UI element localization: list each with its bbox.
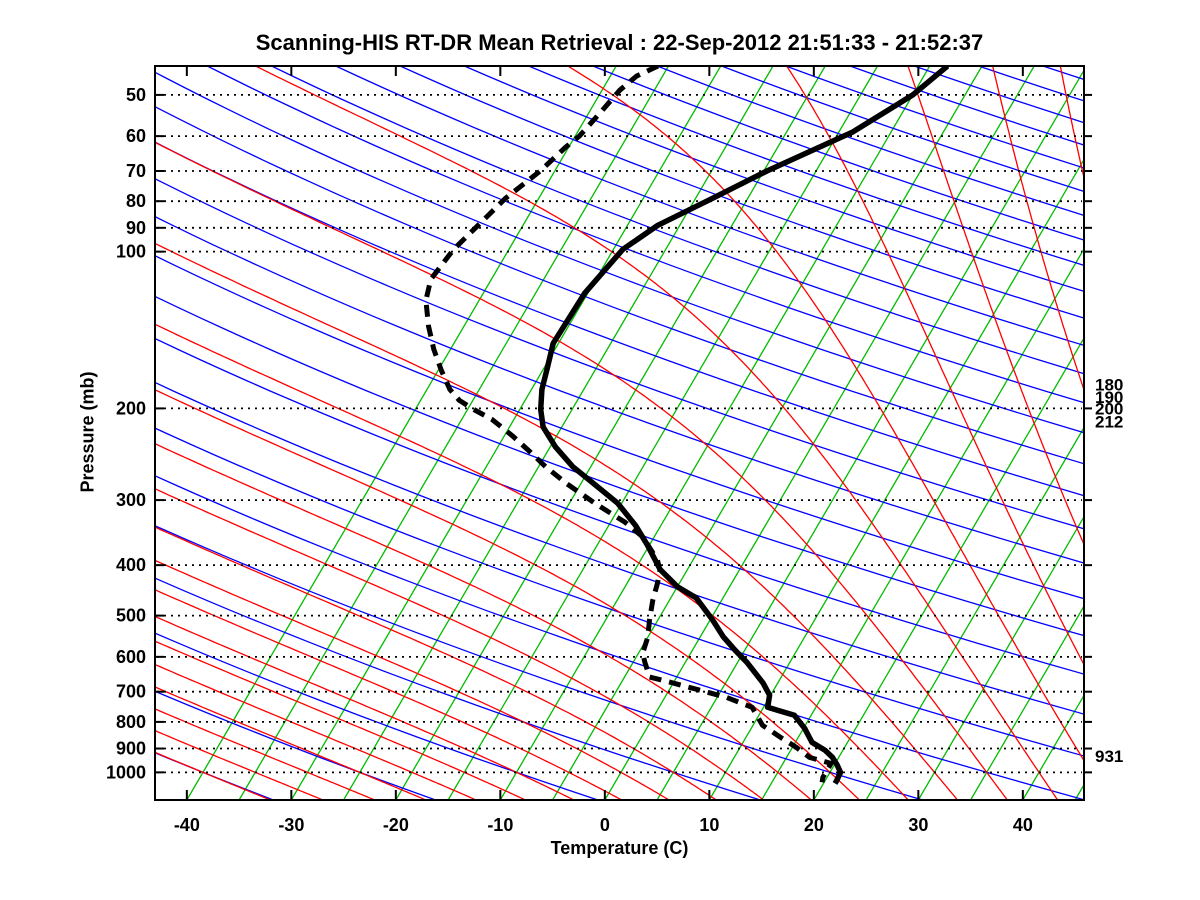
tick-label: 40 [1013, 815, 1033, 835]
axis-ticks [155, 66, 1092, 800]
tick-label: 100 [116, 242, 146, 262]
tick-label: 60 [126, 126, 146, 146]
tick-label: 80 [126, 191, 146, 211]
chart-title: Scanning-HIS RT-DR Mean Retrieval : 22-S… [255, 30, 984, 55]
tick-label: 212 [1095, 413, 1123, 432]
tick-label: 600 [116, 647, 146, 667]
tick-label: 30 [908, 815, 928, 835]
dry-adiabat-lines [155, 66, 1084, 800]
tick-label: 200 [1095, 399, 1123, 418]
tick-label: 20 [804, 815, 824, 835]
tick-label: 190 [1095, 388, 1123, 407]
dewpoint-curve [423, 66, 834, 783]
tick-labels: 5060708090100200300400500600700800900100… [106, 85, 1033, 835]
tick-label: -10 [487, 815, 513, 835]
y-axis-title: Pressure (mb) [77, 371, 98, 493]
tick-label: 10 [699, 815, 719, 835]
tick-label: 50 [126, 85, 146, 105]
tick-label: 700 [116, 682, 146, 702]
tick-label: 180 [1095, 376, 1123, 395]
tick-label: 90 [126, 218, 146, 238]
isobar-gridlines [157, 94, 1082, 774]
tick-label: 931 [1095, 747, 1123, 766]
tick-label: 800 [116, 712, 146, 732]
tick-label: 500 [116, 606, 146, 626]
isotherm-lines [186, 66, 1084, 800]
tick-label: 70 [126, 161, 146, 181]
tick-label: 300 [116, 490, 146, 510]
plot-border [154, 65, 1085, 801]
moist-adiabat-lines [155, 66, 1084, 800]
tick-label: 400 [116, 555, 146, 575]
tick-label: -30 [278, 815, 304, 835]
x-axis-title: Temperature (C) [550, 838, 689, 858]
tick-label: 900 [116, 739, 146, 759]
tick-label: 1000 [106, 762, 146, 782]
tick-label: 0 [600, 815, 610, 835]
tick-label: -40 [174, 815, 200, 835]
tick-label: -20 [383, 815, 409, 835]
tick-label: 200 [116, 398, 146, 418]
